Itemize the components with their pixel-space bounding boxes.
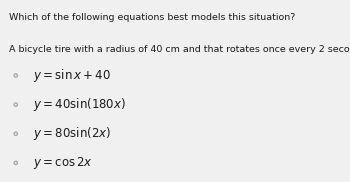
Text: $y = \sin x + 40$: $y = \sin x + 40$: [33, 67, 111, 84]
Text: $y = 40\sin(180x)$: $y = 40\sin(180x)$: [33, 96, 126, 113]
Text: $y = 80\sin(2x)$: $y = 80\sin(2x)$: [33, 125, 111, 142]
Text: A bicycle tire with a radius of 40 cm and that rotates once every 2 seconds.: A bicycle tire with a radius of 40 cm an…: [9, 46, 350, 54]
Text: Which of the following equations best models this situation?: Which of the following equations best mo…: [9, 13, 295, 22]
Text: $y = \cos 2x$: $y = \cos 2x$: [33, 155, 93, 171]
